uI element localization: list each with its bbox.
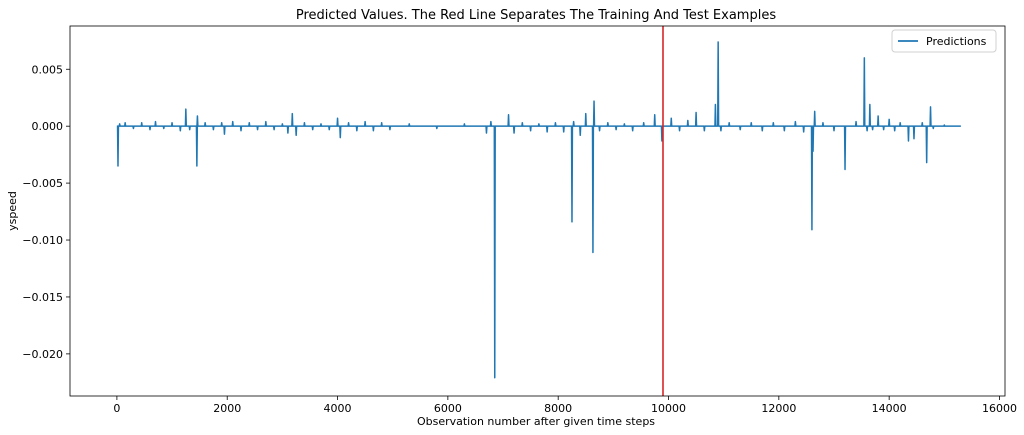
y-tick-label: −0.015 bbox=[22, 291, 63, 304]
y-tick-label: 0.000 bbox=[32, 120, 64, 133]
x-tick-label: 12000 bbox=[761, 402, 796, 415]
plot-frame bbox=[69, 25, 1006, 397]
y-tick-label: 0.005 bbox=[32, 63, 64, 76]
x-tick-label: 10000 bbox=[651, 402, 686, 415]
y-axis-label: yspeed bbox=[6, 191, 19, 231]
y-tick-label: −0.005 bbox=[22, 177, 63, 190]
y-axis: 0.005 0.000 −0.005 −0.010 −0.015 −0.020 bbox=[22, 63, 70, 361]
x-tick-label: 0 bbox=[113, 402, 120, 415]
x-axis: 0 2000 4000 6000 8000 10000 12000 14000 16000 bbox=[113, 396, 1017, 415]
x-tick-label: 16000 bbox=[982, 402, 1017, 415]
y-tick-label: −0.020 bbox=[22, 348, 63, 361]
legend-label-predictions: Predictions bbox=[926, 35, 987, 48]
x-tick-label: 4000 bbox=[324, 402, 352, 415]
x-tick-label: 6000 bbox=[434, 402, 462, 415]
series-line-predictions bbox=[116, 41, 961, 379]
plot-area bbox=[70, 26, 1005, 396]
x-tick-label: 14000 bbox=[872, 402, 907, 415]
legend: Predictions bbox=[891, 29, 997, 53]
x-tick-label: 2000 bbox=[213, 402, 241, 415]
series-layer bbox=[116, 41, 961, 379]
y-tick-label: −0.010 bbox=[22, 234, 63, 247]
x-tick-label: 8000 bbox=[544, 402, 572, 415]
x-axis-label: Observation number after given time step… bbox=[417, 415, 655, 428]
legend-box bbox=[891, 29, 997, 53]
chart-title: Predicted Values. The Red Line Separates… bbox=[296, 8, 776, 23]
